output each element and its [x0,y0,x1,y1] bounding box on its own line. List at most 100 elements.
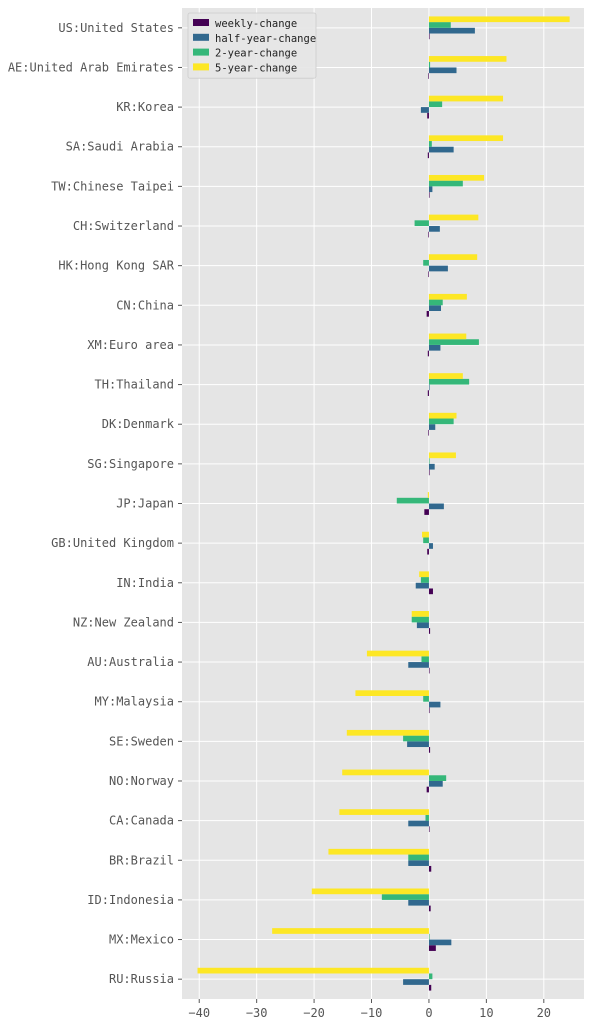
bar-weekly-change [426,311,429,317]
x-tick-label: 20 [537,1006,551,1020]
y-tick-label: TW:Chinese Taipei [51,179,174,193]
legend-swatch [193,63,209,71]
bar-half-year-change [428,265,448,272]
y-tick-label: TH:Thailand [95,378,174,392]
bar-5-year-change [428,174,485,181]
bar-half-year-change [403,979,429,985]
bar-5-year-change [197,967,429,974]
bar-half-year-change [428,384,430,391]
legend-box [187,12,317,79]
bar-weekly-change [427,350,429,357]
x-tick-label: 10 [479,1006,493,1020]
bar-2-year-change [425,814,429,821]
bar-2-year-change [428,180,463,187]
bar-half-year-change [428,503,444,510]
bar-half-year-change [408,820,429,827]
y-tick-label: SA:Saudi Arabia [66,140,174,154]
bar-5-year-change [342,769,429,776]
y-tick-label: AU:Australia [87,655,174,669]
bar-5-year-change [428,373,463,379]
bar-half-year-change [428,27,475,34]
bar-weekly-change [428,628,431,634]
bar-weekly-change [428,747,431,753]
bar-half-year-change [428,146,454,153]
bar-half-year-change [428,939,452,946]
bar-half-year-change [428,463,435,470]
bar-5-year-change [428,95,504,102]
bar-half-year-change [407,741,429,748]
y-tick-label: RU:Russia [109,972,174,986]
bar-weekly-change [428,73,429,79]
bar-half-year-change [416,622,429,629]
bar-half-year-change [408,860,429,866]
bar-2-year-change [428,458,430,464]
bar-weekly-change [428,865,432,872]
bar-weekly-change [428,271,429,278]
bar-weekly-change [428,984,432,991]
x-tick-label: −20 [303,1006,325,1020]
bar-5-year-change [428,412,457,419]
x-tick-label: −30 [246,1006,268,1020]
bar-2-year-change [414,220,429,227]
bar-weekly-change [428,945,436,951]
bar-weekly-change [424,509,429,515]
bar-2-year-change [403,735,429,742]
bar-half-year-change [428,186,433,193]
legend: weekly-change half-year-change 2-year-chan… [187,12,317,79]
y-tick-label: MX:Mexico [109,933,174,947]
bar-5-year-change [355,690,429,696]
y-tick-label: CH:Switzerland [73,219,174,233]
bar-weekly-change [428,707,430,714]
bar-half-year-change [428,226,440,232]
bar-2-year-change [428,973,433,980]
bar-2-year-change [428,378,470,385]
y-tick-label: US:United States [58,21,174,35]
bar-2-year-change [411,616,429,623]
bar-weekly-change [428,588,433,595]
y-tick-label: NZ:New Zealand [73,615,174,629]
legend-swatch [193,48,209,56]
y-tick-label: JP:Japan [116,497,174,511]
bar-2-year-change [428,933,430,940]
bar-2-year-change [408,854,429,861]
x-tick-label: −40 [188,1006,210,1020]
bar-5-year-change [428,16,570,23]
y-tick-label: MY:Malaysia [95,695,174,709]
bar-5-year-change [428,254,478,260]
legend-swatch [193,33,209,41]
bar-half-year-change [428,701,441,708]
y-tick-labels: US:United States AE:United Arab Emirates K… [8,21,182,986]
y-tick-label: CA:Canada [109,814,174,828]
bar-2-year-change [428,299,443,306]
y-tick-label: BR:Brazil [109,853,174,867]
bar-half-year-change [428,780,443,787]
bar-half-year-change [428,344,441,351]
bars [197,16,570,991]
bar-weekly-change [428,469,430,476]
bar-2-year-change [428,141,432,147]
bar-5-year-change [366,650,429,657]
y-tick-label: AE:United Arab Emirates [8,60,174,74]
bar-weekly-change [427,152,429,159]
bar-5-year-change [419,571,429,578]
bar-weekly-change [428,667,430,674]
x-tick-labels: −40 −30 −20 −10 0 10 20 [188,999,551,1020]
x-tick-label: 0 [425,1006,432,1020]
bar-5-year-change [339,809,429,815]
bar-2-year-change [428,61,431,68]
bar-5-year-change [428,214,479,221]
bar-weekly-change [426,786,429,793]
bar-2-year-change [423,696,429,702]
y-tick-label: SE:Sweden [109,734,174,748]
bar-2-year-change [420,577,429,583]
bar-half-year-change [420,107,429,113]
y-tick-label: KR:Korea [116,100,174,114]
bar-5-year-change [428,333,467,340]
bar-2-year-change [421,656,429,663]
bar-5-year-change [428,293,467,300]
y-tick-label: GB:United Kingdom [51,536,174,550]
bar-2-year-change [428,101,443,108]
bar-2-year-change [428,22,451,28]
bar-5-year-change [411,611,429,617]
